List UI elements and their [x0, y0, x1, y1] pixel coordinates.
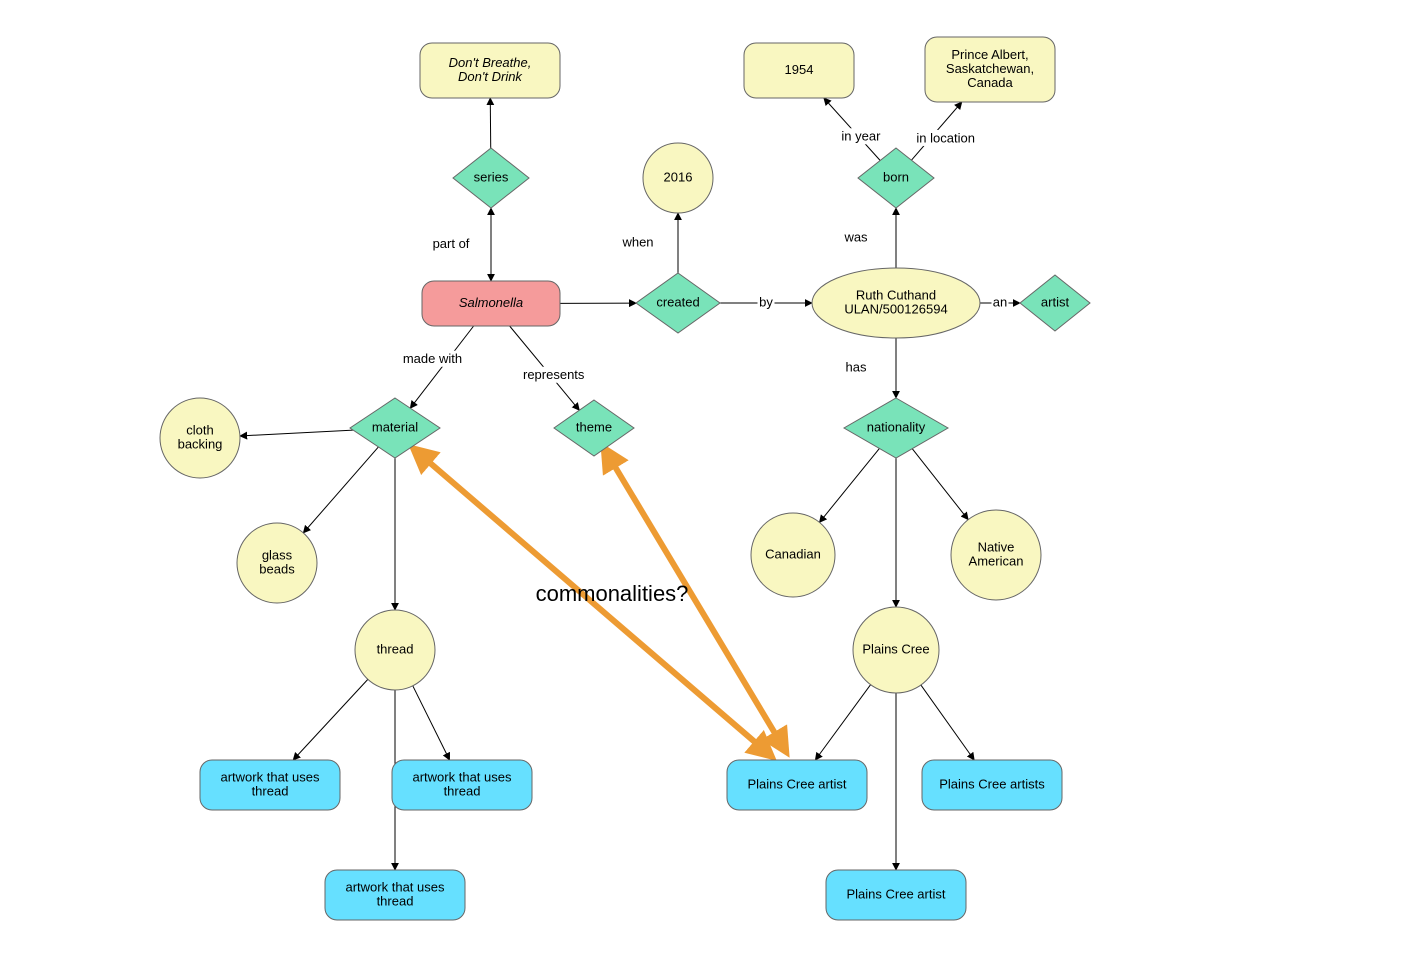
node-nationality: nationality: [844, 398, 948, 458]
node-dont_breathe: Don't Breathe,Don't Drink: [420, 43, 560, 98]
node-label: beads: [259, 561, 295, 576]
node-label: material: [372, 419, 418, 434]
node-label: thread: [377, 641, 414, 656]
node-thread: thread: [355, 610, 435, 690]
edge-label: in location: [916, 130, 975, 145]
node-cloth_backing: clothbacking: [160, 398, 240, 478]
edge-label: was: [843, 229, 868, 244]
edge-label: by: [759, 294, 773, 309]
node-label: artwork that uses: [413, 769, 512, 784]
node-label: artwork that uses: [221, 769, 320, 784]
node-label: theme: [576, 419, 612, 434]
commonalities-label: commonalities?: [536, 581, 689, 606]
node-label: Canada: [967, 75, 1013, 90]
node-plains_cree: Plains Cree: [853, 607, 939, 693]
edge: [912, 449, 968, 520]
node-material: material: [350, 398, 440, 458]
node-label: Prince Albert,: [951, 47, 1028, 62]
node-created: created: [636, 273, 720, 333]
node-label: Don't Breathe,: [449, 55, 532, 70]
node-label: Saskatchewan,: [946, 61, 1034, 76]
node-label: Ruth Cuthand: [856, 287, 936, 302]
node-born: born: [858, 148, 934, 208]
node-label: backing: [178, 436, 223, 451]
edge: [819, 448, 879, 522]
diagram-canvas: Don't Breathe,Don't Drink 1954 Prince Albe…: [0, 0, 1428, 978]
edge: [921, 685, 974, 760]
node-label: thread: [444, 783, 481, 798]
node-glass_beads: glassbeads: [237, 523, 317, 603]
edge-label: part of: [433, 236, 470, 251]
node-label: created: [656, 294, 699, 309]
node-plains_cree_artists: Plains Cree artists: [922, 760, 1062, 810]
node-label: ULAN/500126594: [844, 301, 947, 316]
node-label: Plains Cree artists: [939, 776, 1045, 791]
node-label: American: [969, 553, 1024, 568]
node-label: nationality: [867, 419, 926, 434]
edge: [293, 679, 368, 760]
node-label: cloth: [186, 422, 213, 437]
node-prince_albert: Prince Albert,Saskatchewan,Canada: [925, 37, 1055, 102]
node-salmonella: Salmonella: [422, 281, 560, 326]
edge: [240, 430, 353, 436]
edge-label: has: [846, 359, 867, 374]
node-label: Plains Cree artist: [847, 886, 946, 901]
node-label: Salmonella: [459, 295, 523, 310]
node-year_1954: 1954: [744, 43, 854, 98]
edge: [303, 447, 378, 533]
node-label: thread: [252, 783, 289, 798]
node-label: born: [883, 169, 909, 184]
edge-label: represents: [523, 367, 585, 382]
edge: [413, 686, 450, 760]
node-label: glass: [262, 547, 293, 562]
node-label: artwork that uses: [346, 879, 445, 894]
node-plains_cree_artist_1: Plains Cree artist: [727, 760, 867, 810]
node-label: Plains Cree: [862, 641, 929, 656]
node-ruth: Ruth CuthandULAN/500126594: [812, 268, 980, 338]
node-label: series: [474, 169, 509, 184]
node-label: thread: [377, 893, 414, 908]
node-label: 1954: [785, 62, 814, 77]
node-year_2016: 2016: [643, 143, 713, 213]
node-label: Native: [978, 539, 1015, 554]
edge-label: in year: [841, 129, 881, 144]
node-native_american: NativeAmerican: [951, 510, 1041, 600]
node-label: Plains Cree artist: [748, 776, 847, 791]
node-artist: artist: [1020, 275, 1090, 331]
node-artwork_thread_2: artwork that usesthread: [392, 760, 532, 810]
edge: [410, 326, 473, 408]
node-label: 2016: [664, 169, 693, 184]
node-theme: theme: [554, 400, 634, 456]
node-label: artist: [1041, 294, 1070, 309]
edge-label: an: [993, 294, 1007, 309]
edge-label: when: [621, 234, 653, 249]
node-canadian: Canadian: [751, 513, 835, 597]
node-label: Don't Drink: [458, 69, 523, 84]
edge-layer: [240, 98, 1020, 870]
node-artwork_thread_3: artwork that usesthread: [325, 870, 465, 920]
edge: [815, 685, 870, 760]
edge-label: made with: [403, 351, 462, 366]
node-label: Canadian: [765, 546, 821, 561]
node-plains_cree_artist_2: Plains Cree artist: [826, 870, 966, 920]
node-artwork_thread_1: artwork that usesthread: [200, 760, 340, 810]
node-series: series: [453, 148, 529, 208]
